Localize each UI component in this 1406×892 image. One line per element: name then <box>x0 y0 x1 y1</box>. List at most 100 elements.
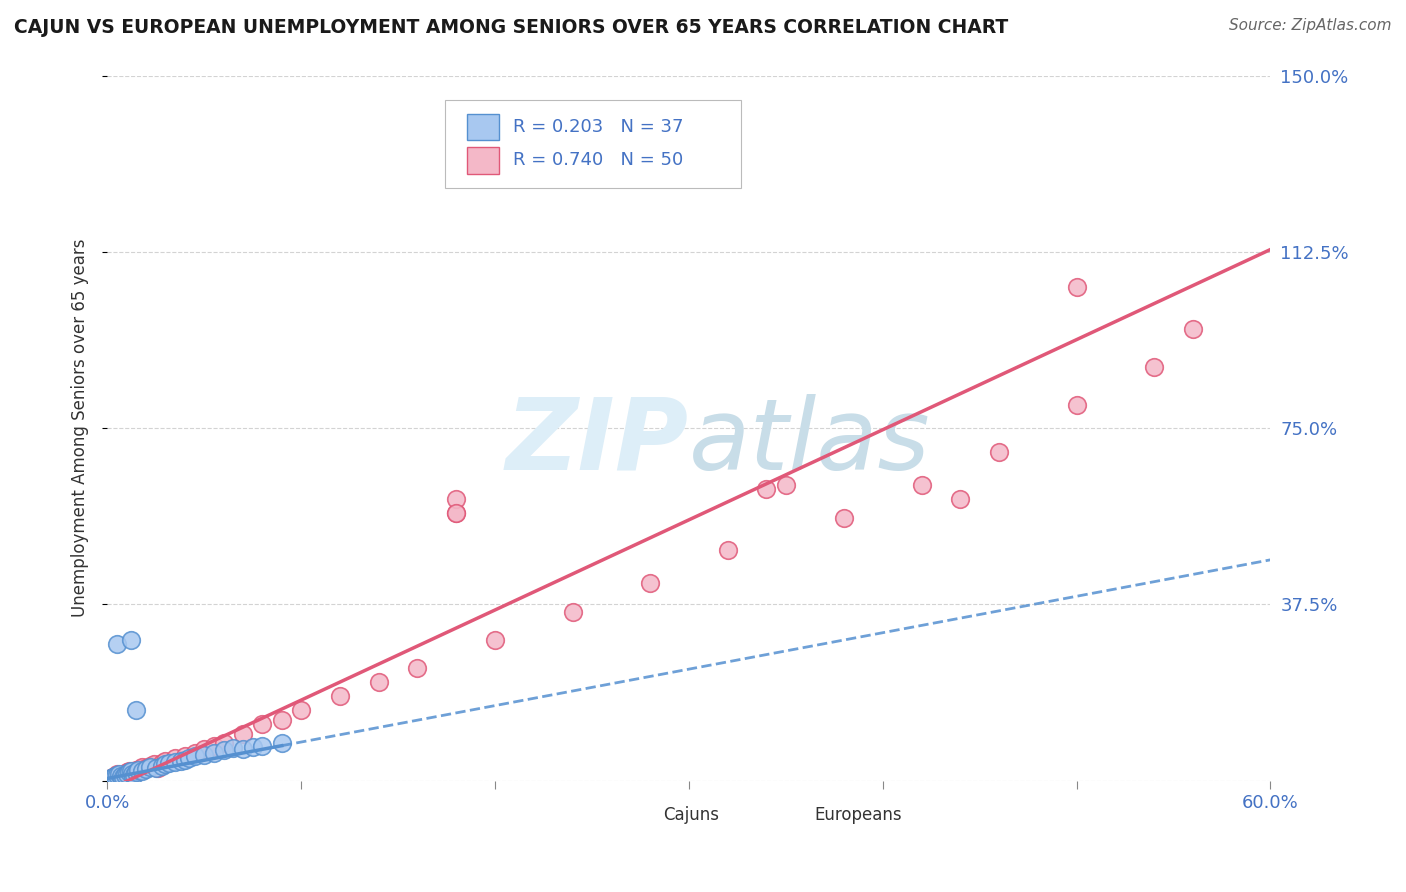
FancyBboxPatch shape <box>467 147 499 174</box>
Point <box>124 768 146 782</box>
Point <box>117 765 139 780</box>
Point <box>367 675 389 690</box>
Point <box>101 770 124 784</box>
Point <box>638 576 661 591</box>
Point <box>173 753 195 767</box>
Text: CAJUN VS EUROPEAN UNEMPLOYMENT AMONG SENIORS OVER 65 YEARS CORRELATION CHART: CAJUN VS EUROPEAN UNEMPLOYMENT AMONG SEN… <box>14 18 1008 37</box>
Point <box>484 632 506 647</box>
Point <box>183 746 205 760</box>
Point <box>252 717 274 731</box>
Point <box>150 758 173 772</box>
Point <box>446 506 468 520</box>
Point <box>177 751 200 765</box>
Text: R = 0.740   N = 50: R = 0.740 N = 50 <box>513 151 683 169</box>
Point <box>183 749 205 764</box>
Point <box>124 765 146 780</box>
Point <box>127 764 149 778</box>
Point <box>212 743 235 757</box>
Point <box>108 766 131 780</box>
Point <box>121 766 143 780</box>
Point <box>131 760 153 774</box>
Text: Cajuns: Cajuns <box>664 806 720 824</box>
Point <box>139 758 162 772</box>
Point <box>105 768 128 782</box>
Point <box>561 605 583 619</box>
Point <box>111 770 134 784</box>
Point <box>165 755 187 769</box>
Point <box>949 491 972 506</box>
Text: atlas: atlas <box>689 393 931 491</box>
Point <box>232 742 254 756</box>
Point <box>146 761 169 775</box>
Point <box>232 727 254 741</box>
Point <box>988 444 1011 458</box>
Point <box>270 713 292 727</box>
Point <box>104 769 127 783</box>
Point <box>125 765 148 780</box>
FancyBboxPatch shape <box>467 113 499 140</box>
Point <box>111 768 134 782</box>
Point <box>193 747 215 762</box>
Point <box>115 769 138 783</box>
Point <box>110 769 132 783</box>
Point <box>755 483 778 497</box>
Point <box>145 761 167 775</box>
Point <box>1066 280 1088 294</box>
Point <box>1066 398 1088 412</box>
Point <box>127 764 149 779</box>
Point <box>406 661 429 675</box>
FancyBboxPatch shape <box>770 804 803 827</box>
FancyBboxPatch shape <box>444 100 741 188</box>
Point <box>242 739 264 754</box>
Point <box>120 764 142 779</box>
Point <box>717 543 740 558</box>
Text: R = 0.203   N = 37: R = 0.203 N = 37 <box>513 118 683 136</box>
Point <box>105 768 128 782</box>
Point <box>108 769 131 783</box>
Point <box>115 766 138 780</box>
Point <box>150 756 173 770</box>
Point <box>110 770 132 784</box>
Point <box>104 769 127 783</box>
Point <box>120 632 142 647</box>
Point <box>222 740 245 755</box>
Point <box>155 754 177 768</box>
Point <box>100 772 122 786</box>
Point <box>105 637 128 651</box>
Point <box>117 764 139 779</box>
Point <box>131 764 153 779</box>
Point <box>115 765 138 780</box>
Point <box>114 766 136 780</box>
Point <box>910 477 932 491</box>
Point <box>114 768 136 782</box>
Point <box>832 510 855 524</box>
Point <box>135 762 157 776</box>
Point <box>121 768 143 782</box>
Point <box>446 506 468 520</box>
Text: Europeans: Europeans <box>814 806 903 824</box>
Text: ZIP: ZIP <box>506 393 689 491</box>
Point <box>1181 322 1204 336</box>
Point <box>446 491 468 506</box>
Point <box>252 739 274 753</box>
Point <box>135 761 157 775</box>
Point <box>100 772 122 786</box>
Point <box>1143 359 1166 374</box>
Point <box>125 703 148 717</box>
Point <box>125 764 148 778</box>
Point <box>142 757 165 772</box>
Point <box>165 751 187 765</box>
Point <box>129 762 152 776</box>
Point <box>202 739 225 753</box>
Point <box>270 736 292 750</box>
Point <box>120 766 142 780</box>
Point <box>155 757 177 772</box>
Point <box>173 749 195 764</box>
Point <box>193 742 215 756</box>
FancyBboxPatch shape <box>619 804 651 827</box>
Point <box>101 770 124 784</box>
Point <box>290 703 312 717</box>
Point <box>329 689 352 703</box>
Point <box>139 760 162 774</box>
Point <box>775 477 797 491</box>
